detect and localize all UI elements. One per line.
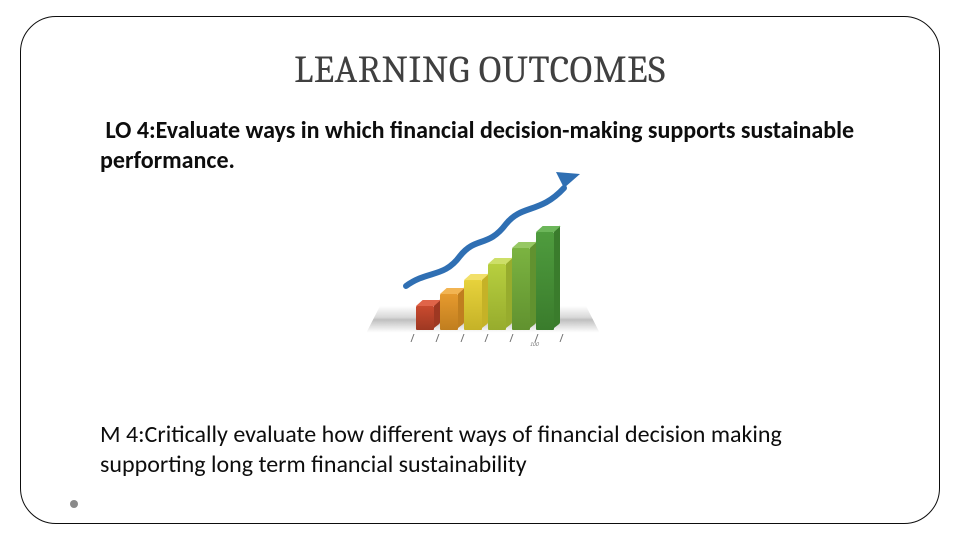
chart-arrow-icon (388, 190, 588, 320)
bullet-icon (70, 500, 78, 508)
chart-floor-label: 100 (529, 340, 541, 348)
bar-chart-icon: 100 (380, 196, 586, 356)
slide: LEARNING OUTCOMES LO 4:Evaluate ways in … (0, 0, 960, 540)
page-title: LEARNING OUTCOMES (0, 48, 960, 92)
lo-text-content: LO 4:Evaluate ways in which financial de… (100, 116, 854, 175)
learning-outcome-text: LO 4:Evaluate ways in which financial de… (100, 116, 870, 176)
merit-criteria-text: M 4:Critically evaluate how different wa… (100, 420, 870, 480)
